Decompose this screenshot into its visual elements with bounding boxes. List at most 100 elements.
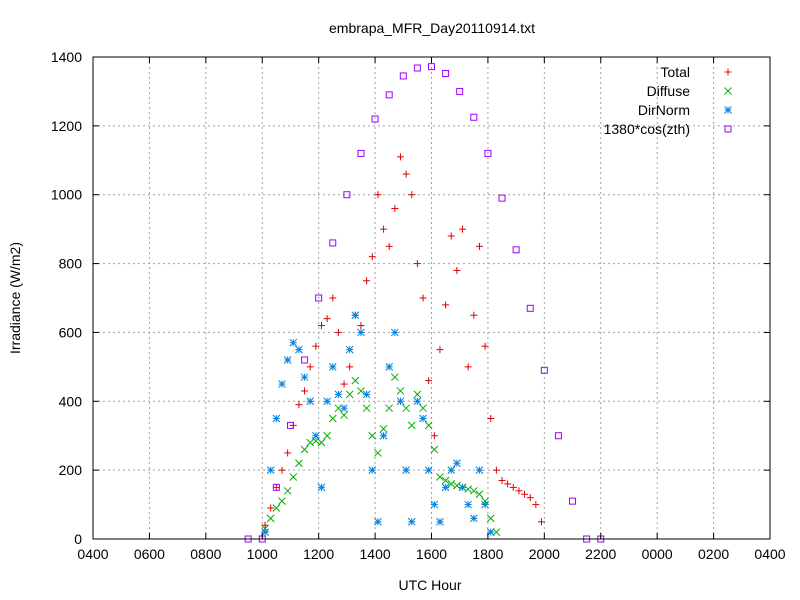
data-point — [345, 390, 354, 399]
legend-marker — [724, 106, 732, 114]
data-point — [368, 466, 377, 474]
data-point — [509, 483, 517, 491]
legend-label: 1380*cos(zth) — [604, 121, 690, 137]
data-point — [402, 404, 410, 413]
data-point — [453, 481, 461, 490]
data-point — [283, 356, 292, 364]
data-point — [317, 438, 326, 447]
axis-ticks: 0400 0600 0800 1000 1200 1400 1600 1800 2000 2200… — [51, 49, 786, 562]
data-point — [498, 476, 506, 484]
data-point — [447, 466, 456, 474]
data-point — [464, 485, 473, 493]
y-tick-label: 600 — [59, 324, 83, 340]
data-point — [267, 504, 275, 512]
data-point — [385, 363, 394, 371]
legend-label: Total — [660, 64, 690, 80]
legend-marker — [724, 87, 732, 95]
data-point — [345, 345, 354, 354]
data-point — [317, 322, 325, 330]
data-point — [283, 486, 292, 495]
series-diffuse — [261, 373, 501, 536]
legend-label: Diffuse — [647, 83, 691, 99]
data-point — [306, 397, 315, 406]
data-point — [334, 390, 343, 399]
series-dirnorm — [261, 311, 495, 536]
data-point — [538, 518, 546, 526]
x-tick-label: 0600 — [134, 546, 165, 562]
data-point — [436, 473, 444, 481]
data-point — [340, 411, 348, 419]
data-point — [399, 72, 407, 80]
data-point — [368, 431, 377, 440]
data-point — [357, 322, 365, 330]
data-point — [311, 431, 320, 440]
data-point — [396, 153, 404, 161]
data-point — [368, 253, 376, 261]
data-point — [441, 476, 450, 485]
data-point — [312, 342, 320, 350]
x-tick-label: 1200 — [303, 546, 334, 562]
data-point — [289, 473, 298, 481]
x-tick-label: 1600 — [416, 546, 447, 562]
data-point — [278, 466, 286, 474]
legend-marker — [724, 68, 732, 76]
data-point — [278, 497, 286, 505]
data-point — [453, 459, 461, 468]
grid-lines — [93, 57, 770, 539]
data-point — [504, 480, 512, 488]
data-point — [362, 404, 371, 413]
data-point — [266, 514, 275, 523]
y-tick-label: 1200 — [51, 118, 82, 134]
data-point — [380, 225, 388, 233]
y-tick-label: 200 — [59, 462, 83, 478]
data-point — [532, 501, 540, 509]
data-point — [323, 315, 331, 323]
data-point — [436, 346, 444, 354]
data-point — [442, 301, 450, 309]
y-tick-label: 400 — [59, 393, 83, 409]
x-tick-label: 2200 — [585, 546, 616, 562]
data-point — [328, 363, 337, 371]
data-point — [390, 328, 399, 337]
data-point — [526, 494, 534, 502]
data-point — [328, 414, 337, 423]
data-point — [334, 404, 343, 413]
x-tick-label: 0200 — [698, 546, 729, 562]
x-tick-label: 0400 — [754, 546, 785, 562]
data-point — [515, 487, 523, 495]
data-point — [278, 380, 286, 388]
data-point — [390, 373, 399, 382]
data-point — [301, 356, 309, 364]
data-point — [323, 431, 331, 440]
data-point — [486, 514, 495, 523]
data-point — [306, 438, 315, 447]
data-point — [371, 115, 379, 123]
x-tick-label: 1400 — [360, 546, 391, 562]
x-tick-label: 1800 — [472, 546, 503, 562]
x-tick-label: 0800 — [190, 546, 221, 562]
data-point — [379, 431, 388, 440]
data-point — [374, 517, 382, 526]
data-point — [447, 232, 455, 240]
data-point — [340, 404, 348, 413]
data-point — [470, 113, 478, 121]
data-point — [329, 294, 337, 302]
data-point — [351, 376, 360, 385]
data-point — [464, 500, 473, 509]
data-point — [413, 397, 422, 406]
data-point — [357, 387, 365, 395]
data-point — [286, 421, 294, 429]
data-point — [540, 366, 548, 374]
data-point — [385, 242, 393, 250]
x-tick-label: 0400 — [77, 546, 108, 562]
data-point — [487, 415, 495, 422]
data-point — [458, 483, 467, 492]
data-point — [481, 500, 489, 509]
data-point — [301, 387, 309, 395]
data-point — [475, 466, 484, 474]
data-point — [340, 380, 348, 388]
data-point — [413, 390, 422, 399]
data-point — [419, 414, 427, 423]
data-point — [469, 486, 478, 495]
